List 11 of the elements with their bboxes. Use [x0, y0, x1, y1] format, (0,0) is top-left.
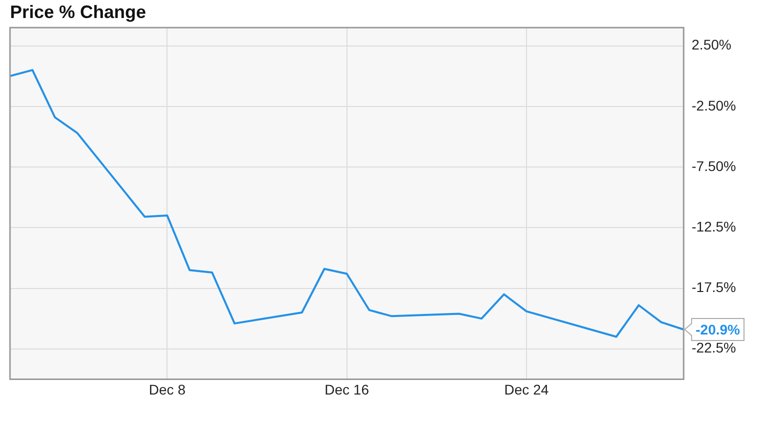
y-tick-label: -12.5%: [692, 218, 736, 235]
x-tick-label: Dec 16: [324, 381, 370, 398]
x-tick-label: Dec 8: [148, 381, 186, 398]
y-tick-label: -22.5%: [692, 340, 736, 356]
y-tick-label: -7.50%: [692, 158, 736, 174]
x-tick-label: Dec 24: [504, 381, 549, 398]
y-tick-label: 2.50%: [692, 36, 732, 53]
y-tick-label: -2.50%: [692, 97, 736, 114]
y-tick-label: -17.5%: [692, 279, 736, 296]
annotation: -20.9%: [696, 321, 741, 338]
chart-title: Price % Change: [10, 2, 146, 22]
